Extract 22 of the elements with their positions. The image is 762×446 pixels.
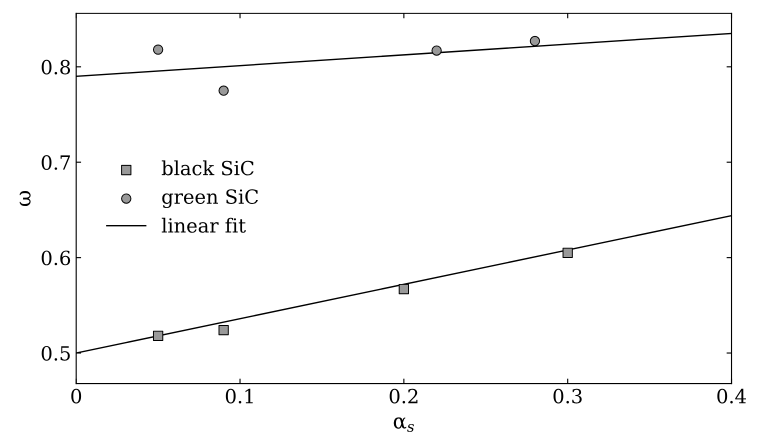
x-tick-label: 0.1 [226, 388, 253, 404]
point [218, 86, 229, 96]
point [431, 45, 442, 56]
point [530, 36, 540, 46]
point [218, 324, 229, 336]
x-axis-title: α$_{s}$ [394, 417, 414, 432]
x-tick-label: 0 [71, 388, 82, 404]
y-tick-label: 0.6 [42, 250, 70, 266]
point [562, 248, 573, 258]
point [152, 44, 164, 55]
point [398, 284, 410, 294]
x-tick-label: 0.4 [717, 388, 746, 404]
legend-label: black SiC [162, 160, 254, 176]
y-tick-label: 0.5 [42, 346, 70, 361]
legend-label: linear fit [162, 218, 246, 233]
y-axis-title: ω [20, 190, 31, 206]
legend-label: green SiC [162, 189, 258, 208]
x-tick-label: 0.3 [554, 388, 582, 404]
x-tick-label: 0.2 [390, 388, 418, 404]
point [152, 330, 164, 341]
y-tick-label: 0.7 [42, 155, 70, 170]
y-tick-label: 0.8 [42, 60, 70, 74]
